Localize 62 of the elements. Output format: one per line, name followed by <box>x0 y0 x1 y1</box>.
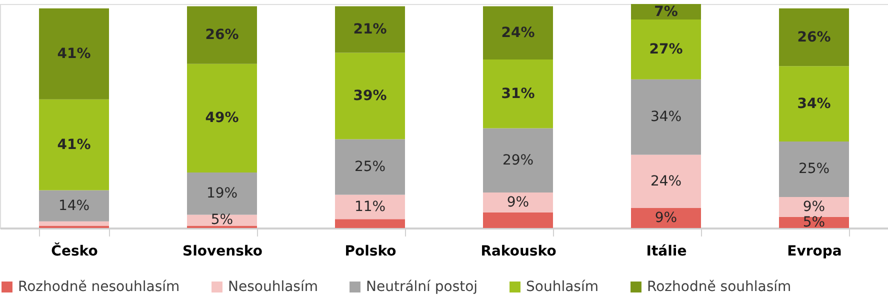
bar <box>779 142 849 197</box>
data-label: 41% <box>57 136 91 153</box>
data-label: 39% <box>353 88 387 104</box>
bar <box>39 190 109 222</box>
bar <box>335 139 405 195</box>
data-label: 25% <box>798 161 830 178</box>
data-label: 19% <box>206 186 238 202</box>
data-label: 9% <box>654 210 678 226</box>
bar <box>631 79 701 155</box>
bar <box>631 208 701 228</box>
data-label: 5% <box>210 212 234 228</box>
data-label: 9% <box>802 198 826 215</box>
bar <box>335 52 405 140</box>
bar <box>187 64 257 173</box>
legend-label: Neutrální postoj <box>366 279 478 295</box>
bar <box>483 128 553 193</box>
data-label: 24% <box>650 173 682 190</box>
legend-label: Rozhodně nesouhlasím <box>18 279 180 295</box>
legend-label: Souhlasím <box>526 279 598 295</box>
bar <box>483 212 553 228</box>
legend-label: Nesouhlasím <box>228 279 318 295</box>
bar <box>631 154 701 208</box>
x-tick-label: Evropa <box>787 244 842 260</box>
data-label: 26% <box>205 27 239 44</box>
data-label: 49% <box>205 110 239 126</box>
data-label: 27% <box>649 41 683 58</box>
bar <box>335 219 405 228</box>
data-label: 14% <box>58 198 90 214</box>
bar <box>39 8 109 100</box>
bar <box>779 8 849 66</box>
bar <box>335 194 405 220</box>
bar <box>631 20 701 80</box>
data-label: 25% <box>354 159 386 176</box>
bar <box>187 172 257 215</box>
data-label: 21% <box>353 22 387 38</box>
bar <box>39 99 109 190</box>
legend-label: Rozhodně souhlasím <box>647 279 792 295</box>
x-tick-label: Česko <box>51 242 98 260</box>
data-label: 31% <box>501 86 535 102</box>
data-label: 11% <box>354 198 386 215</box>
bar <box>779 196 849 217</box>
bar <box>483 59 553 128</box>
data-label: 29% <box>502 152 534 168</box>
bar <box>483 6 553 60</box>
x-tick-label: Rakousko <box>480 244 557 260</box>
x-tick-label: Itálie <box>646 244 687 260</box>
data-label: 7% <box>654 4 678 20</box>
data-label: 34% <box>650 109 682 126</box>
bar <box>335 6 405 53</box>
data-label: 5% <box>802 214 826 230</box>
data-label: 24% <box>501 24 535 41</box>
data-label: 26% <box>797 29 831 46</box>
data-label: 34% <box>797 96 831 112</box>
x-tick-label: Polsko <box>344 244 397 260</box>
bar <box>779 66 849 142</box>
bar <box>187 6 257 64</box>
bar <box>39 221 109 226</box>
bar <box>187 214 257 226</box>
data-label: 9% <box>506 194 530 210</box>
x-tick-label: Slovensko <box>182 244 263 260</box>
bar <box>483 192 553 212</box>
data-label: 41% <box>57 46 91 62</box>
